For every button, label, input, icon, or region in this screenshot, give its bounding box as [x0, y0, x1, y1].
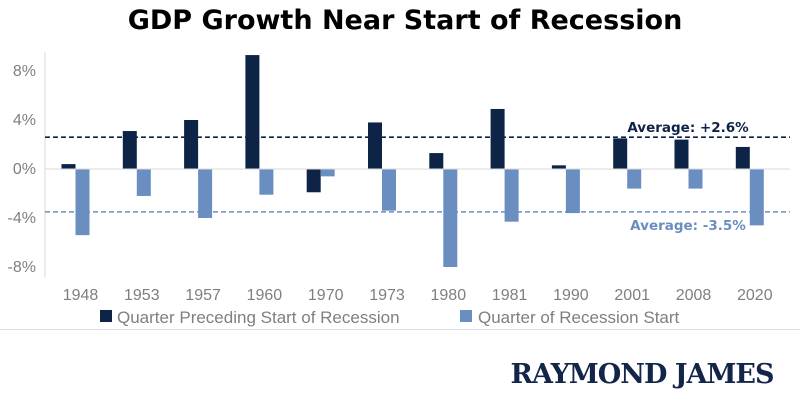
bar-preceding: [184, 120, 199, 169]
bar-preceding: [306, 169, 321, 193]
x-tick-label: 2001: [614, 287, 650, 304]
bar-start: [259, 169, 274, 195]
bar-preceding: [429, 153, 444, 169]
x-tick-label: 1953: [124, 287, 160, 304]
legend-swatch: [100, 310, 112, 322]
y-tick-label: -4%: [8, 210, 36, 227]
bar-preceding: [61, 164, 76, 169]
x-tick-label: 1973: [369, 287, 405, 304]
bar-start: [136, 169, 151, 196]
x-tick-label: 1948: [63, 287, 99, 304]
y-tick-label: 0%: [13, 161, 36, 178]
y-tick-label: 4%: [13, 112, 36, 129]
average-label: Average: +2.6%: [627, 120, 749, 136]
chart-title: GDP Growth Near Start of Recession: [128, 5, 683, 36]
bar-start: [75, 169, 90, 236]
bar-start: [688, 169, 703, 189]
x-tick-label: 1957: [185, 287, 221, 304]
x-tick-label: 1960: [247, 287, 283, 304]
legend-label: Quarter of Recession Start: [478, 308, 680, 327]
bar-preceding: [490, 108, 505, 169]
bar-start: [382, 169, 396, 211]
bar-start: [198, 169, 213, 218]
bar-start: [565, 169, 580, 214]
x-tick-label: 1970: [308, 287, 344, 304]
bar-preceding: [245, 55, 260, 170]
bar-start: [627, 169, 642, 189]
bar-preceding: [122, 131, 137, 169]
legend-swatch: [460, 310, 472, 322]
x-tick-label: 1981: [492, 287, 528, 304]
bar-start: [504, 169, 519, 222]
average-label: Average: -3.5%: [630, 218, 746, 234]
x-tick-label: 1980: [431, 287, 467, 304]
x-tick-label: 2008: [676, 287, 712, 304]
bar-preceding: [613, 138, 628, 169]
bar-start: [749, 169, 764, 226]
legend-label: Quarter Preceding Start of Recession: [117, 308, 400, 327]
y-tick-label: -8%: [8, 259, 36, 276]
bar-preceding: [551, 165, 566, 169]
x-tick-label: 1990: [553, 287, 589, 304]
bar-preceding: [735, 146, 750, 169]
bar-start: [443, 169, 458, 267]
bar-preceding: [674, 139, 689, 169]
bar-start: [320, 169, 335, 177]
raymond-james-logo: RAYMOND JAMES: [511, 359, 774, 390]
bar-preceding: [368, 122, 382, 169]
y-tick-label: 8%: [13, 63, 36, 80]
x-tick-label: 2020: [737, 287, 773, 304]
